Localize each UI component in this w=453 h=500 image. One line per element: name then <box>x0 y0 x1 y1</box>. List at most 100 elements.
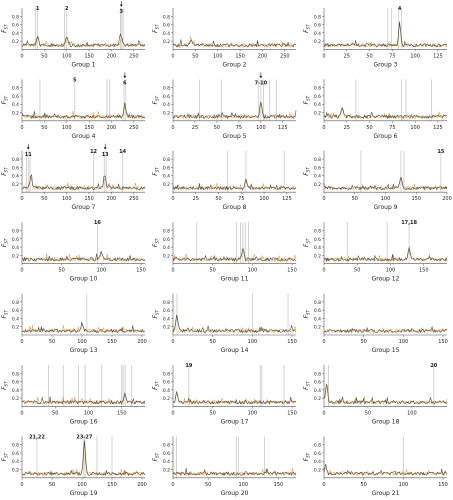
y-axis-title-subscript: ST <box>306 24 311 30</box>
y-tick-label: 0.4 <box>314 316 321 322</box>
y-axis-title: FST <box>303 24 311 33</box>
series-black <box>21 322 146 334</box>
y-axis-title: FST <box>152 381 160 390</box>
y-axis-title-subscript: ST <box>4 238 9 244</box>
x-tick-label: 50 <box>49 339 55 345</box>
x-tick-label: 0 <box>20 339 23 345</box>
panel-title: Group 20 <box>221 490 249 497</box>
series-orange <box>323 467 448 476</box>
x-tick-label: 0 <box>20 125 23 131</box>
y-axis-title-subscript: ST <box>4 95 9 101</box>
x-tick-label: 25 <box>193 196 199 202</box>
y-tick-label: 0.6 <box>12 380 19 386</box>
panel-title: Group 12 <box>372 276 400 283</box>
x-tick-label: 50 <box>352 196 358 202</box>
y-tick-label: 0.8 <box>163 443 170 449</box>
y-tick-label: 0.4 <box>12 31 19 37</box>
x-tick-label: 0 <box>171 196 174 202</box>
series-orange <box>323 386 448 405</box>
y-tick-label: 0.8 <box>314 14 321 20</box>
y-tick-label: 0.2 <box>314 468 321 474</box>
annotation-label: 16 <box>94 220 101 226</box>
series-black <box>21 440 146 477</box>
y-tick-label: 0.2 <box>314 111 321 117</box>
y-axis-title: FST <box>303 238 311 247</box>
x-tick-label: 100 <box>248 339 258 345</box>
series-black <box>21 102 146 120</box>
y-tick-label: 0.6 <box>314 237 321 243</box>
x-tick-label: 250 <box>129 196 139 202</box>
x-tick-label: 50 <box>52 410 58 416</box>
y-tick-label: 0.4 <box>163 174 170 180</box>
x-tick-label: 200 <box>107 196 117 202</box>
x-tick-label: 0 <box>171 339 174 345</box>
series-black <box>323 246 448 263</box>
y-tick-label: 0.4 <box>12 174 19 180</box>
y-axis-title: FST <box>1 238 9 247</box>
annotation-label: 13 <box>102 152 109 158</box>
x-tick-label: 75 <box>238 196 244 202</box>
y-tick-label: 0.4 <box>314 388 321 394</box>
y-tick-label: 0.2 <box>163 325 170 331</box>
annotation-label: 12 <box>90 149 97 155</box>
y-tick-label: 0.2 <box>163 253 170 259</box>
y-axis-title: FST <box>303 310 311 319</box>
y-axis-title-subscript: ST <box>4 24 9 30</box>
x-tick-label: 25 <box>192 125 198 131</box>
panel-title: Group 1 <box>72 61 96 68</box>
series-black <box>172 178 297 191</box>
y-tick-label: 0.8 <box>12 157 19 163</box>
x-tick-label: 200 <box>258 53 268 59</box>
y-tick-label: 0.4 <box>314 102 321 108</box>
y-axis-title: FST <box>303 167 311 176</box>
panel-title: Group 21 <box>372 490 400 497</box>
x-tick-label: 125 <box>433 53 443 59</box>
y-tick-label: 0.2 <box>314 253 321 259</box>
y-axis-title-subscript: ST <box>306 95 311 101</box>
x-tick-label: 200 <box>107 125 117 131</box>
annotation-label: 1 <box>36 6 40 12</box>
y-tick-label: 0.6 <box>314 451 321 457</box>
series-orange <box>323 326 448 334</box>
y-tick-label: 0.2 <box>12 39 19 45</box>
x-tick-label: 0 <box>322 410 325 416</box>
x-tick-label: 200 <box>442 196 452 202</box>
annotation-arrowhead <box>119 4 123 7</box>
panel-title: Group 2 <box>223 61 247 68</box>
x-tick-label: 150 <box>411 196 421 202</box>
series-black <box>172 248 297 262</box>
x-tick-label: 100 <box>77 339 87 345</box>
x-tick-label: 100 <box>213 53 223 59</box>
x-tick-label: 100 <box>77 482 87 488</box>
x-tick-label: 0 <box>20 410 23 416</box>
series-black <box>21 173 146 191</box>
annotation-arrowhead <box>26 147 30 150</box>
annotation-label: 6 <box>123 80 127 86</box>
x-tick-label: 50 <box>366 53 372 59</box>
x-tick-label: 150 <box>84 196 94 202</box>
series-orange <box>21 106 146 120</box>
x-tick-label: 100 <box>386 268 396 274</box>
y-tick-label: 0.6 <box>163 94 170 100</box>
annotation-label: 23-27 <box>76 434 93 440</box>
panel-title: Group 18 <box>372 418 400 425</box>
x-tick-label: 150 <box>84 125 94 131</box>
y-tick-label: 0.2 <box>12 182 19 188</box>
x-tick-label: 50 <box>58 268 64 274</box>
x-tick-label: 50 <box>209 410 215 416</box>
y-tick-label: 0.4 <box>163 316 170 322</box>
panel-title: Group 10 <box>70 276 98 283</box>
y-tick-label: 0.4 <box>314 174 321 180</box>
y-axis-title-subscript: ST <box>4 310 9 316</box>
annotation-label: 7-10 <box>255 80 268 86</box>
x-tick-label: 50 <box>214 125 220 131</box>
y-tick-label: 0.8 <box>12 14 19 20</box>
y-axis-title-subscript: ST <box>4 167 9 173</box>
